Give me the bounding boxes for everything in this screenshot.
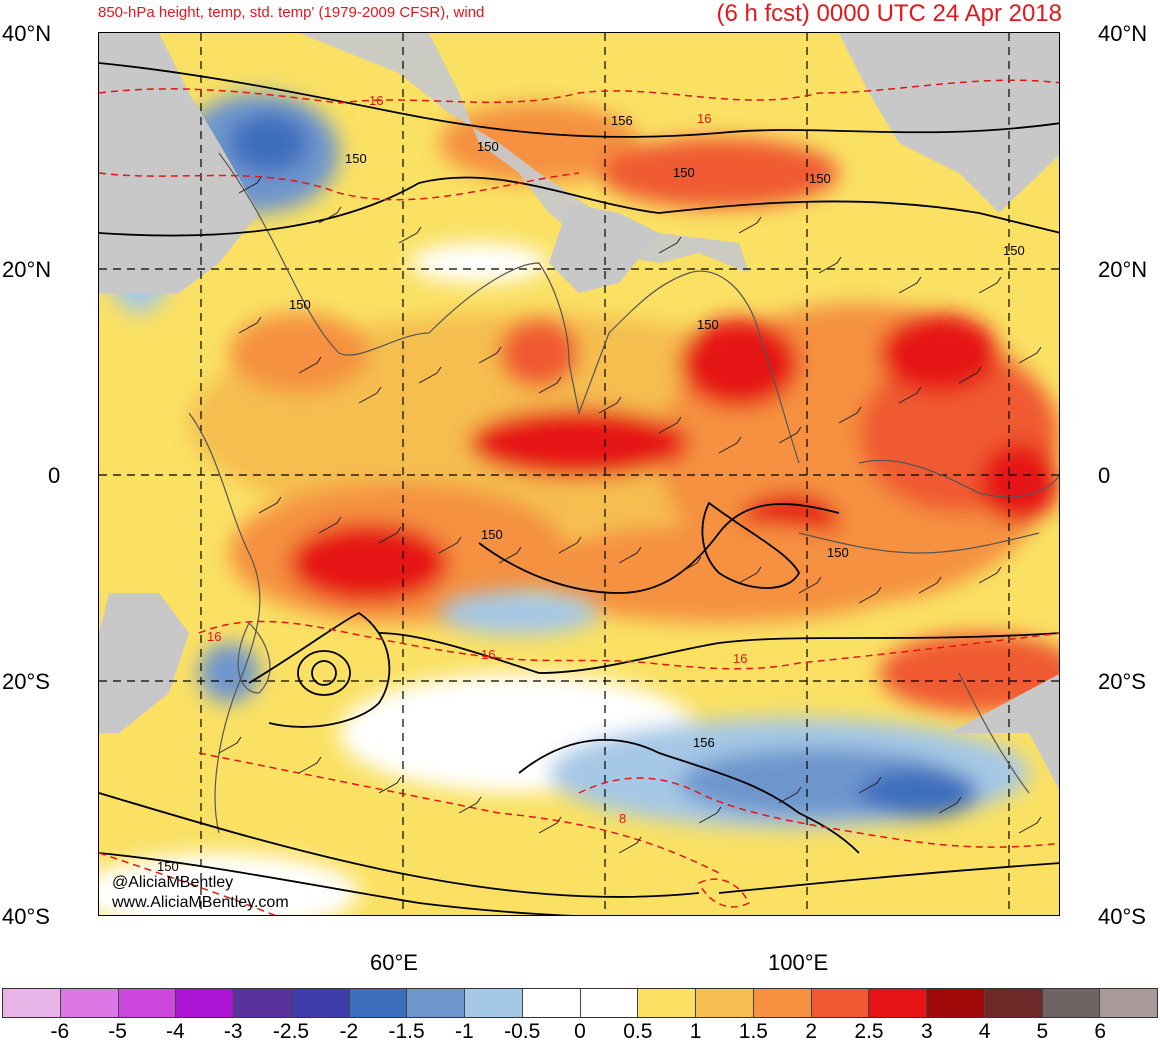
map-title: (6 h fcst) 0000 UTC 24 Apr 2018 <box>716 0 1062 27</box>
map-subtitle: 850-hPa height, temp, std. temp' (1979-2… <box>98 4 485 21</box>
legend-swatch <box>176 989 234 1017</box>
anomaly-shading <box>189 103 1059 713</box>
lat-label-eq-left: 0 <box>48 463 61 488</box>
temp-label-6: 8 <box>619 811 626 826</box>
color-legend <box>2 988 1158 1018</box>
legend-swatch <box>3 989 61 1017</box>
height-label-11: 156 <box>693 735 715 750</box>
legend-swatch <box>349 989 408 1017</box>
coastlines <box>188 152 1059 834</box>
height-label-7: 150 <box>1003 243 1025 258</box>
legend-tick-label: 1.5 <box>738 1020 768 1043</box>
graticule <box>99 33 1059 915</box>
legend-tick-label: 1 <box>689 1020 702 1043</box>
legend-swatch <box>811 989 870 1017</box>
legend-tick-label: 3 <box>920 1020 933 1043</box>
legend-tick-label: 2 <box>805 1020 818 1043</box>
legend-swatch <box>580 989 639 1017</box>
contour-labels: 150 150 150 156 150 150 150 150 150 150 … <box>157 93 1025 874</box>
temperature-contours <box>99 79 1059 915</box>
temp-label-3: 16 <box>207 629 221 644</box>
lon-label-100e: 100°E <box>768 950 829 975</box>
legend-swatch <box>753 989 812 1017</box>
credit-handle: @AliciaMBentley <box>112 874 234 891</box>
legend-tick-label: 5 <box>1036 1020 1049 1043</box>
lat-label-40n-left: 40°N <box>2 21 52 46</box>
lat-label-20n-left: 20°N <box>2 257 52 282</box>
lat-label-20s-left: 20°S <box>2 669 50 694</box>
height-label-10: 150 <box>827 545 849 560</box>
legend-tick-label: -2 <box>339 1020 359 1043</box>
legend-tick-label: 4 <box>978 1020 991 1043</box>
height-label-12: 150 <box>157 859 179 874</box>
legend-swatch <box>1100 989 1157 1017</box>
map-panel: 150 150 150 156 150 150 150 150 150 150 … <box>98 32 1060 916</box>
temp-label-5: 16 <box>733 651 747 666</box>
credit-website: www.AliciaMBentley.com <box>112 894 289 911</box>
height-label-3: 150 <box>289 297 311 312</box>
legend-tick-label: -0.5 <box>504 1020 541 1043</box>
legend-tick-label: 6 <box>1094 1020 1107 1043</box>
lat-label-20s-right: 20°S <box>1098 669 1146 694</box>
height-label-1: 150 <box>345 151 367 166</box>
legend-tick-label: 0 <box>574 1020 586 1043</box>
legend-tick-label: -5 <box>108 1020 127 1043</box>
legend-swatch <box>696 989 754 1017</box>
lon-label-60e: 60°E <box>370 950 418 975</box>
legend-swatch <box>522 989 581 1017</box>
wind-barbs <box>218 176 1042 854</box>
height-contours <box>99 62 1059 915</box>
lat-label-eq-right: 0 <box>1098 463 1111 488</box>
legend-swatch <box>407 989 465 1017</box>
legend-swatch <box>234 989 292 1017</box>
legend-tick-label: -1 <box>455 1020 474 1043</box>
land-mask <box>99 33 1059 790</box>
map-canvas: 150 150 150 156 150 150 150 150 150 150 … <box>99 33 1059 915</box>
height-label-9: 150 <box>481 527 503 542</box>
temp-label-1: 16 <box>369 93 383 108</box>
legend-tick-label: -6 <box>50 1020 70 1043</box>
lat-label-40s-left: 40°S <box>2 904 50 929</box>
temp-label-4: 16 <box>481 647 495 662</box>
legend-swatch <box>984 989 1043 1017</box>
lat-label-40s-right: 40°S <box>1098 904 1146 929</box>
legend-swatch <box>869 989 927 1017</box>
legend-swatch <box>1042 989 1101 1017</box>
legend-swatch <box>927 989 985 1017</box>
legend-tick-label: -4 <box>166 1020 185 1043</box>
legend-swatch <box>465 989 523 1017</box>
legend-tick-label: -2.5 <box>272 1020 310 1043</box>
legend-tick-label: -1.5 <box>388 1020 425 1043</box>
legend-swatch <box>118 989 177 1017</box>
temp-label-2: 16 <box>697 111 711 126</box>
height-label-5: 150 <box>673 165 695 180</box>
legend-tick-label: -3 <box>223 1020 243 1043</box>
legend-swatch <box>291 989 350 1017</box>
height-label-4: 156 <box>611 113 633 128</box>
height-label-8: 150 <box>697 317 719 332</box>
legend-tick-label: 2.5 <box>854 1020 884 1043</box>
legend-tick-label: 0.5 <box>623 1020 653 1043</box>
height-label-2: 150 <box>477 139 499 154</box>
legend-swatch <box>638 989 696 1017</box>
legend-swatch <box>60 989 119 1017</box>
lat-label-20n-right: 20°N <box>1098 257 1148 282</box>
lat-label-40n-right: 40°N <box>1098 21 1148 46</box>
height-label-6: 150 <box>809 171 831 186</box>
